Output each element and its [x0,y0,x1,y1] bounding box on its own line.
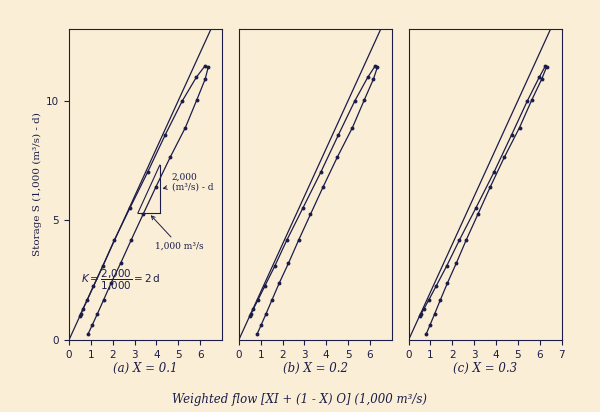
Text: 2,000
(m³/s) - d: 2,000 (m³/s) - d [163,172,213,192]
Text: $K = \dfrac{2{,}000}{1{,}000} = 2\,\mathrm{d}$: $K = \dfrac{2{,}000}{1{,}000} = 2\,\math… [81,267,160,293]
Y-axis label: Storage S (1,000 (m³/s) - d): Storage S (1,000 (m³/s) - d) [33,112,42,256]
Text: 1,000 m³/s: 1,000 m³/s [151,216,204,251]
Text: Weighted flow [XI + (1 - X) O] (1,000 m³/s): Weighted flow [XI + (1 - X) O] (1,000 m³… [173,393,427,406]
X-axis label: (b) X = 0.2: (b) X = 0.2 [283,363,348,375]
X-axis label: (c) X = 0.3: (c) X = 0.3 [453,363,517,375]
X-axis label: (a) X = 0.1: (a) X = 0.1 [113,363,178,375]
